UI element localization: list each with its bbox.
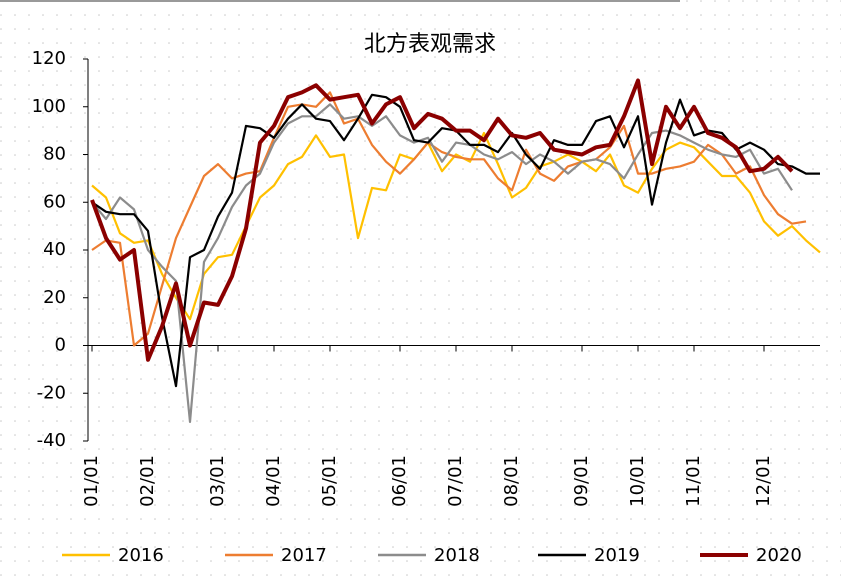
- legend-label: 2020: [756, 545, 802, 566]
- x-tick-label: 12/01: [753, 455, 774, 507]
- x-tick-label: 11/01: [683, 455, 704, 507]
- y-tick-label: 0: [55, 335, 66, 356]
- y-tick-label: 120: [32, 48, 66, 69]
- y-tick-label: 40: [43, 239, 66, 260]
- x-tick-label: 03/01: [207, 455, 228, 507]
- y-tick-label: 80: [43, 144, 66, 165]
- x-tick-label: 01/01: [81, 455, 102, 507]
- series-line: [91, 91, 807, 347]
- x-tick-label: 02/01: [137, 455, 158, 507]
- x-tick-label: 05/01: [319, 455, 340, 507]
- x-tick-label: 04/01: [263, 455, 284, 507]
- x-tick-label: 07/01: [445, 455, 466, 507]
- legend-label: 2018: [434, 545, 480, 566]
- series-line: [91, 131, 821, 321]
- series-line: [90, 78, 794, 362]
- chart-title: 北方表观需求: [364, 32, 496, 57]
- legend-label: 2016: [118, 545, 164, 566]
- legend-label: 2017: [281, 545, 327, 566]
- y-tick-label: -20: [37, 382, 66, 403]
- x-tick-label: 10/01: [627, 455, 648, 507]
- series-line: [91, 103, 793, 423]
- x-tick-label: 06/01: [389, 455, 410, 507]
- y-tick-label: -40: [37, 430, 66, 451]
- y-tick-label: 60: [43, 191, 66, 212]
- y-tick-label: 100: [32, 96, 66, 117]
- legend-label: 2019: [594, 545, 640, 566]
- x-tick-label: 08/01: [501, 455, 522, 507]
- y-tick-label: 20: [43, 287, 66, 308]
- x-tick-label: 09/01: [571, 455, 592, 507]
